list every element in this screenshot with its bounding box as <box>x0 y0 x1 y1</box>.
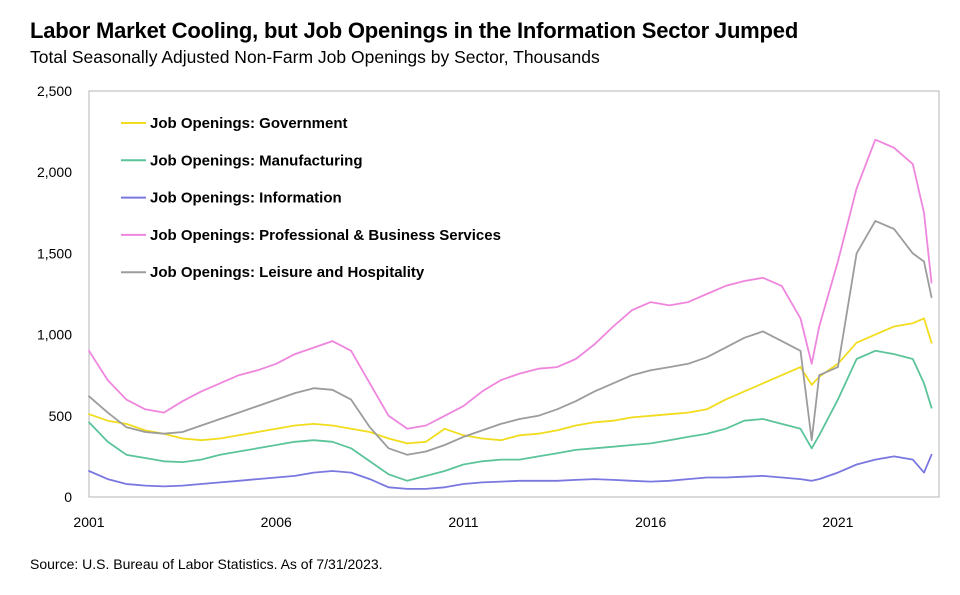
x-tick-label: 2011 <box>448 514 478 530</box>
x-axis: 2001 2006 2011 2016 2021 <box>73 514 853 530</box>
y-tick-label: 0 <box>64 489 72 505</box>
series-line-2 <box>88 453 933 490</box>
series-line-0 <box>88 317 933 445</box>
x-tick-label: 2006 <box>261 514 292 530</box>
y-tick-label: 1,500 <box>37 245 72 261</box>
x-tick-label: 2016 <box>635 514 666 530</box>
legend-label: Job Openings: Leisure and Hospitality <box>150 264 425 281</box>
x-tick-label: 2001 <box>73 514 104 530</box>
series-line-1 <box>88 349 933 482</box>
legend: Job Openings: Government Job Openings: Ma… <box>121 115 501 281</box>
legend-label: Job Openings: Information <box>150 190 342 207</box>
y-tick-label: 2,500 <box>37 83 72 99</box>
plot-area-frame <box>88 90 940 498</box>
legend-label: Job Openings: Professional & Business Se… <box>150 227 501 244</box>
chart-subtitle: Total Seasonally Adjusted Non-Farm Job O… <box>30 47 600 67</box>
y-tick-label: 500 <box>49 408 73 424</box>
series-line-4 <box>88 219 933 456</box>
chart-title: Labor Market Cooling, but Job Openings i… <box>30 18 799 43</box>
series-line-3 <box>88 138 933 430</box>
legend-label: Job Openings: Government <box>150 115 348 132</box>
y-tick-label: 2,000 <box>37 164 72 180</box>
source-note: Source: U.S. Bureau of Labor Statistics.… <box>30 556 383 572</box>
legend-label: Job Openings: Manufacturing <box>150 152 363 169</box>
series-lines <box>88 138 933 490</box>
y-axis: 0 500 1,000 1,500 2,000 2,500 <box>37 83 72 505</box>
x-tick-label: 2021 <box>822 514 853 530</box>
y-tick-label: 1,000 <box>37 327 72 343</box>
